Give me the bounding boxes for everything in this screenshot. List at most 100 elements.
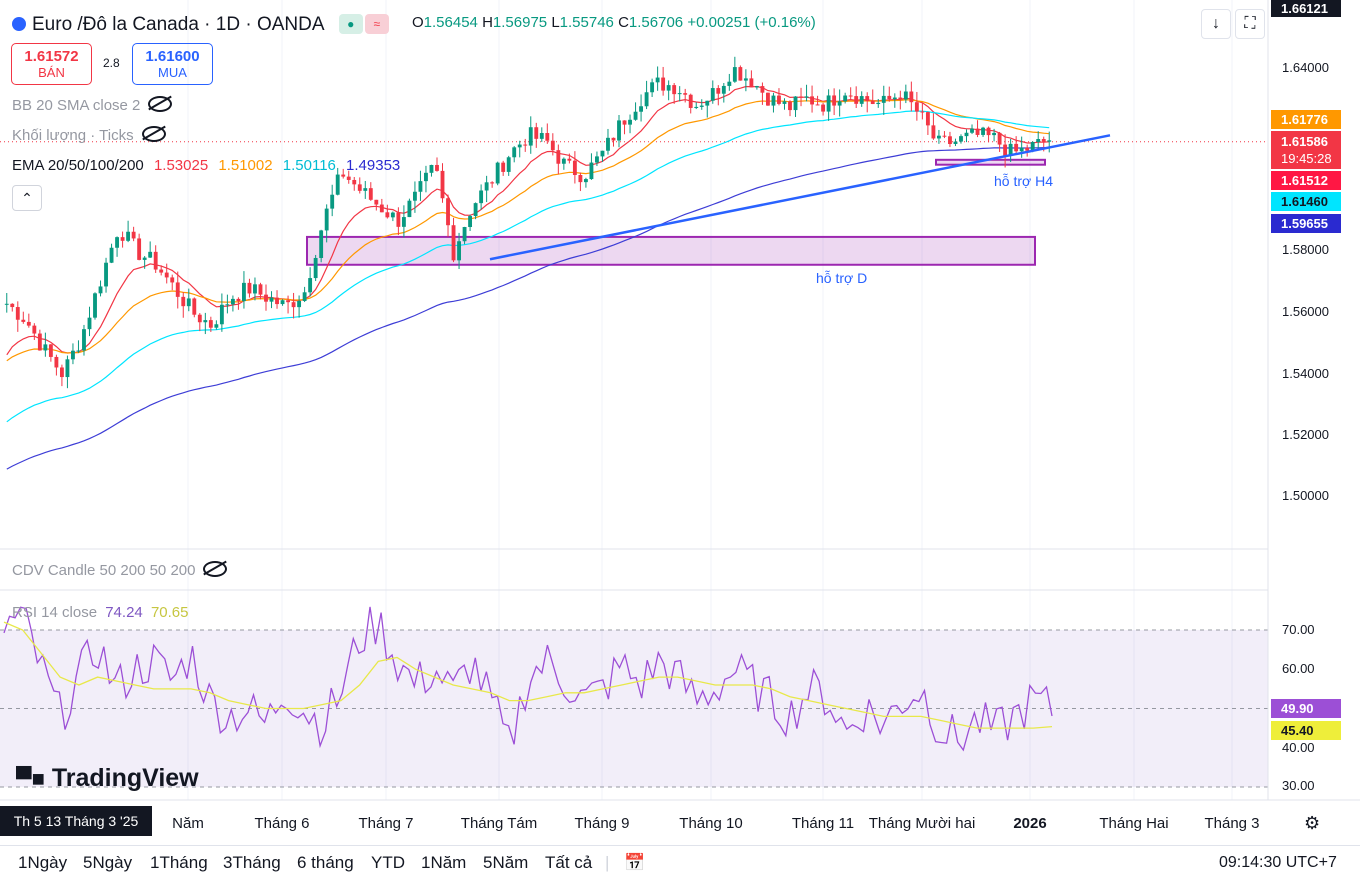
- volume-indicator[interactable]: Khối lượng · Ticks: [12, 126, 166, 144]
- crosshair-date-label: Th 5 13 Tháng 3 '25: [0, 806, 152, 836]
- candle: [335, 174, 340, 195]
- x-tick: Tháng Hai: [1099, 815, 1169, 832]
- rsi-legend[interactable]: RSI 14 close 74.24 70.65: [12, 604, 188, 621]
- rsi-tick: 30.00: [1282, 778, 1315, 793]
- candle: [920, 111, 925, 113]
- date-range-calendar-icon[interactable]: 📅: [624, 853, 646, 872]
- candle: [71, 350, 75, 360]
- candle: [363, 188, 368, 191]
- candle: [677, 93, 682, 95]
- candle: [721, 85, 726, 94]
- candle: [826, 95, 831, 112]
- candle: [666, 85, 671, 91]
- buy-price: 1.61600: [145, 48, 200, 65]
- rsi-pane: [0, 606, 1268, 788]
- rsi-tick: 70.00: [1282, 622, 1315, 637]
- trendline[interactable]: [489, 134, 1111, 261]
- collapse-legend-button[interactable]: ⌃: [12, 185, 42, 211]
- candle: [230, 298, 235, 305]
- sell-button[interactable]: 1.61572 BÁN: [11, 43, 92, 85]
- candle: [1025, 147, 1030, 151]
- candle: [1008, 143, 1013, 156]
- range-1m[interactable]: 1Tháng: [150, 853, 208, 872]
- range-ytd[interactable]: YTD: [371, 853, 405, 872]
- ema20-value: 1.53025: [153, 157, 209, 174]
- range-all[interactable]: Tất cả: [545, 853, 593, 872]
- candle: [120, 237, 125, 241]
- sell-label: BÁN: [38, 65, 65, 80]
- candle: [545, 133, 550, 141]
- range-1y[interactable]: 1Năm: [421, 853, 467, 872]
- candle: [898, 97, 903, 100]
- candle: [754, 86, 759, 88]
- rsi-ma-tag: 45.40: [1271, 721, 1341, 740]
- bb-indicator[interactable]: BB 20 SMA close 2: [12, 96, 173, 114]
- candle: [617, 120, 621, 141]
- candle: [87, 317, 92, 330]
- candle: [848, 95, 853, 97]
- candle: [225, 304, 230, 306]
- range-3m[interactable]: 3Tháng: [223, 853, 281, 872]
- candle: [727, 81, 732, 86]
- candle: [451, 225, 456, 261]
- buy-button[interactable]: 1.61600 MUA: [132, 43, 213, 85]
- support-zones: [306, 158, 1046, 266]
- candle: [374, 199, 379, 205]
- candle: [324, 208, 329, 231]
- hidden-eye-icon[interactable]: [148, 96, 173, 112]
- candle: [506, 157, 511, 172]
- ema-legend[interactable]: EMA 20/50/100/200 1.53025 1.51002 1.5011…: [12, 157, 400, 174]
- y-tick: 1.58000: [1282, 242, 1329, 257]
- x-tick: Tháng 11: [791, 815, 855, 832]
- candle: [556, 150, 561, 164]
- candle: [777, 95, 781, 104]
- tradingview-logo[interactable]: ▀■ TradingView: [16, 764, 199, 793]
- symbol-title[interactable]: Euro /Đô la Canada · 1D · OANDA ● ≈: [12, 12, 389, 36]
- grid: [0, 0, 1268, 800]
- utc-clock[interactable]: 09:14:30 UTC+7: [1219, 854, 1337, 871]
- candle: [953, 141, 958, 145]
- candle: [341, 174, 346, 177]
- candle: [424, 172, 428, 182]
- candle: [269, 297, 274, 302]
- cdv-indicator[interactable]: CDV Candle 50 200 50 200: [12, 561, 228, 579]
- y-tick: 1.56000: [1282, 304, 1329, 319]
- range-6m[interactable]: 6 tháng: [297, 853, 354, 872]
- candle: [219, 304, 224, 325]
- range-1d[interactable]: 1Ngày: [18, 853, 68, 872]
- rsi-tick: 60.00: [1282, 661, 1315, 676]
- candle: [528, 127, 533, 146]
- candle: [192, 298, 197, 315]
- scroll-down-icon[interactable]: ↓: [1201, 9, 1231, 39]
- fullscreen-icon[interactable]: ⛶: [1235, 9, 1265, 39]
- candle: [385, 212, 390, 218]
- candle: [749, 78, 754, 88]
- candle: [854, 96, 859, 104]
- market-status[interactable]: ● ≈: [338, 12, 389, 34]
- candle: [876, 102, 881, 105]
- cdv-label: CDV Candle 50 200 50 200: [12, 562, 196, 579]
- candle: [909, 91, 914, 103]
- rsi-tag: 49.90: [1271, 699, 1341, 718]
- x-tick: Tháng 3: [1204, 815, 1260, 832]
- candle: [170, 277, 175, 283]
- ema200-value: 1.49353: [346, 157, 401, 174]
- hidden-eye-icon[interactable]: [203, 561, 228, 577]
- rsi-value: 74.24: [105, 604, 143, 621]
- x-tick: 2026: [1013, 815, 1047, 832]
- support-d-label: hỗ trợ D: [816, 270, 868, 286]
- range-5y[interactable]: 5Năm: [483, 853, 529, 872]
- ema100-line: [6, 110, 1050, 423]
- candle: [699, 105, 704, 107]
- settings-gear-icon[interactable]: ⚙: [1304, 813, 1321, 833]
- candle: [379, 204, 384, 213]
- change-value: +0.00251 (+0.16%): [687, 14, 816, 31]
- range-5d[interactable]: 5Ngày: [83, 853, 133, 872]
- candle: [429, 164, 434, 173]
- symbol-flag-icon: [12, 17, 26, 31]
- hidden-eye-icon[interactable]: [141, 126, 166, 142]
- y-tick: 1.50000: [1282, 488, 1329, 503]
- candle: [242, 282, 246, 302]
- bottom-toolbar: [0, 845, 1360, 882]
